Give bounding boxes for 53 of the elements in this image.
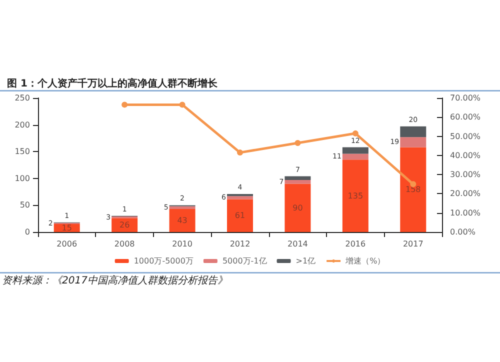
y2-tick-label: 70.00% (450, 94, 481, 102)
y2-tick-label: 30.00% (450, 170, 481, 180)
x-tick-label: 2012 (230, 240, 250, 248)
bar (284, 184, 311, 232)
y-tick-label: 0 (24, 228, 30, 236)
data-label: 61 (234, 211, 246, 220)
bar (400, 147, 426, 232)
x-tick-label: 2017 (402, 240, 424, 248)
data-label: 135 (348, 191, 364, 200)
bar (342, 160, 368, 232)
y-tick-label: 50 (20, 200, 30, 210)
bar (169, 208, 196, 232)
y2-tick-label: 40.00% (450, 150, 481, 160)
bar (112, 218, 138, 232)
bar (227, 196, 253, 200)
bar (342, 154, 368, 160)
y2-tick-label: 20.00% (450, 189, 481, 198)
y-tick-label: 200 (14, 120, 30, 130)
y-tick-label: 100 (14, 174, 30, 183)
point (294, 140, 301, 146)
y2-tick-label: 50.00% (450, 132, 481, 141)
y2-tick-label: 10.00% (450, 208, 481, 218)
bar (227, 199, 253, 232)
point (237, 150, 243, 156)
bar (169, 206, 196, 209)
x-tick-label: 2010 (172, 240, 192, 248)
x-tick-label: 2014 (288, 240, 308, 248)
point (179, 102, 186, 108)
x-tick-label: 2006 (56, 240, 78, 248)
point (352, 130, 358, 136)
legend-label: 增速（%） (344, 256, 386, 266)
bar (342, 147, 368, 154)
legend-label: 5000万-1亿 (222, 256, 267, 266)
bar (284, 176, 311, 180)
text: 资料来源：《2017中国高净值人群数据分析报告》 (2, 274, 228, 286)
data-label: 26 (119, 220, 130, 230)
chart-title: 图 1：个人资产千万以上的高净值人群不断增长 (7, 78, 218, 90)
x-tick-label: 2008 (114, 240, 135, 248)
x-tick-label: 2016 (345, 240, 366, 248)
y2-tick-label: 0.00% (450, 228, 476, 236)
bar (227, 194, 253, 196)
y-tick-label: 250 (14, 94, 30, 102)
bar (284, 180, 311, 184)
legend-label: >1亿 (296, 256, 316, 266)
data-label: 43 (177, 216, 188, 225)
legend-label: 1000万-5000万 (134, 256, 194, 266)
y2-tick-label: 60.00% (450, 112, 481, 122)
data-label: 15 (62, 223, 72, 232)
point (122, 102, 128, 108)
bar (400, 126, 426, 138)
bar (400, 137, 426, 148)
data-label: 90 (292, 203, 303, 212)
y-tick-label: 150 (14, 147, 30, 156)
